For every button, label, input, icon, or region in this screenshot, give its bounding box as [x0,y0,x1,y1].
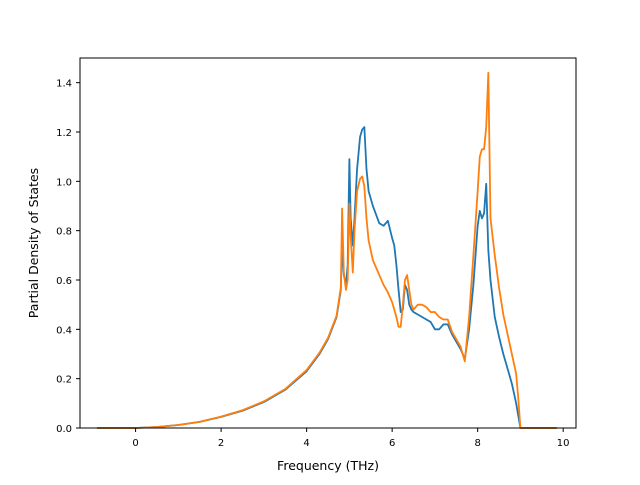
y-tick-label: 0.4 [56,325,72,336]
x-tick-label: 8 [474,438,480,449]
series-line-2 [97,71,557,429]
x-tick-label: 4 [303,438,309,449]
plot-frame [79,57,577,429]
series-layer [97,71,557,429]
y-tick-label: 0.6 [56,276,72,287]
x-axis-label: Frequency (THz) [277,458,379,473]
y-tick-label: 0.8 [56,227,72,238]
x-tick-label: 10 [557,438,570,449]
y-tick-label: 0.0 [56,424,72,435]
x-tick-label: 2 [218,438,224,449]
y-tick-label: 1.0 [56,177,72,188]
y-tick-label: 0.2 [56,375,72,386]
y-axis-ticks: 0.0 0.2 0.4 0.6 0.8 1.0 1.2 1.4 [56,79,80,435]
y-axis-label: Partial Density of States [26,168,41,318]
y-tick-label: 1.2 [56,128,72,139]
x-tick-label: 0 [132,438,138,449]
x-axis-ticks: 0 2 4 6 8 10 [132,428,570,449]
y-tick-label: 1.4 [56,79,72,90]
x-tick-label: 6 [389,438,395,449]
